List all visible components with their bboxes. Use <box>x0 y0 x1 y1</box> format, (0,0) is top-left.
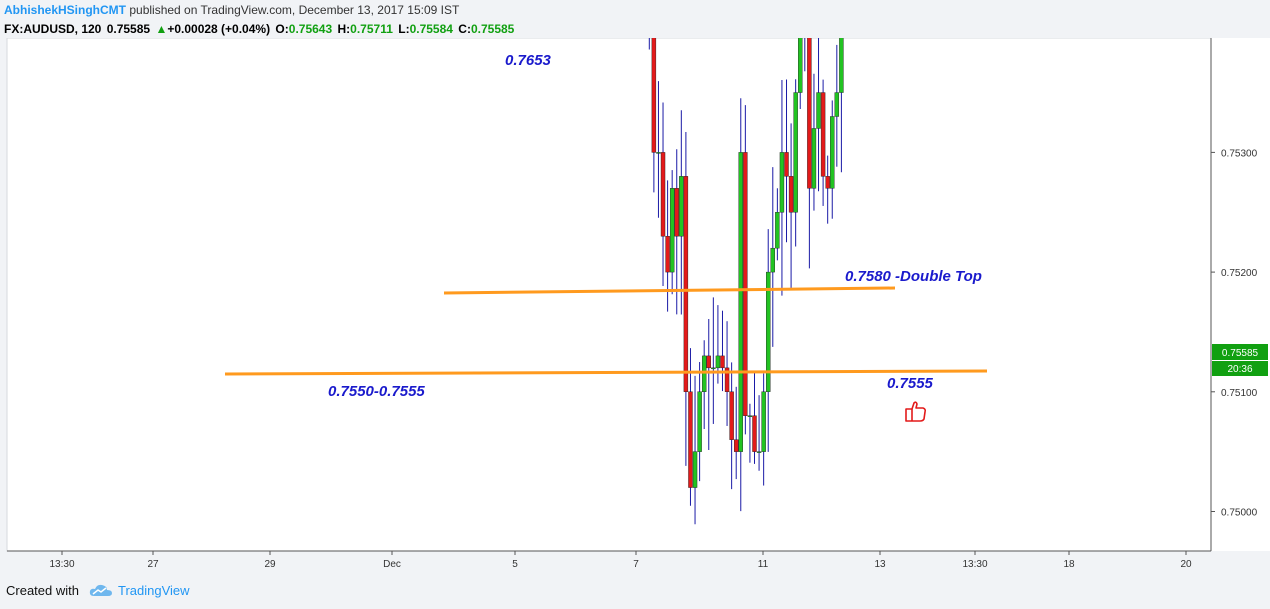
candle-body <box>793 92 798 213</box>
plot-area[interactable] <box>6 38 1212 552</box>
candle-body <box>811 128 817 189</box>
candle-body <box>766 271 771 393</box>
candle-body <box>779 152 785 213</box>
created-with-text: Created with <box>6 583 79 598</box>
candle-body <box>743 152 748 416</box>
time-tick-label: 27 <box>147 559 159 570</box>
candle-body <box>761 391 766 452</box>
candle-body <box>674 188 679 237</box>
candle-body <box>747 415 753 417</box>
close-label: C: <box>458 22 471 36</box>
price-tick-label: 0.75400 <box>1221 38 1258 40</box>
time-tick-label: 5 <box>512 559 518 570</box>
low-value: 0.75584 <box>409 22 453 36</box>
candle-body <box>820 92 826 177</box>
price-axis[interactable] <box>1211 38 1270 551</box>
annotation-support-zone: 0.7550-0.7555 <box>328 383 425 400</box>
annotation-top-price: 0.7653 <box>505 52 552 69</box>
candle-body <box>720 355 725 369</box>
price-chart[interactable]: 0.766000.765000.764000.763000.762000.761… <box>0 38 1270 578</box>
time-tick-label: 18 <box>1063 559 1075 570</box>
candle-body <box>752 415 757 452</box>
candle-body <box>825 176 830 189</box>
candle-body <box>679 176 684 237</box>
price-tick-label: 0.75000 <box>1221 508 1258 519</box>
candle-body <box>665 235 670 273</box>
symbol-ohlc-legend: FX:AUDUSD, 120 0.75585 ▲+0.00028 (+0.04%… <box>4 22 514 36</box>
countdown-label: 20:36 <box>1227 364 1252 375</box>
candle-body <box>738 152 743 452</box>
last-price: 0.75585 <box>106 22 151 36</box>
high-value: 0.75711 <box>350 22 393 36</box>
candle-body <box>651 38 657 153</box>
candle-body <box>688 391 693 488</box>
candle-body <box>839 38 844 93</box>
high-label: H: <box>337 22 351 36</box>
time-tick-label: 11 <box>758 559 769 570</box>
thumbs-up-icon <box>905 401 927 422</box>
candle-body <box>770 247 775 273</box>
current-price-label: 0.75585 <box>1222 348 1259 359</box>
candle-body <box>656 152 661 154</box>
candle-body <box>715 355 721 369</box>
candle-body <box>706 355 711 369</box>
author-name[interactable]: AbhishekHSinghCMT <box>4 3 126 17</box>
time-tick-label: 29 <box>264 559 276 570</box>
time-tick-label: Dec <box>383 559 401 570</box>
time-tick-label: 13 <box>874 559 886 570</box>
candle-body <box>669 188 675 273</box>
price-tick-label: 0.75200 <box>1221 268 1258 279</box>
candle-body <box>775 212 780 249</box>
candle-body <box>807 38 812 189</box>
candle-body <box>701 355 707 393</box>
candle-body <box>697 391 702 452</box>
time-tick-label: 7 <box>633 559 639 570</box>
candle-body <box>798 38 803 93</box>
time-tick-label: 13:30 <box>962 559 987 570</box>
chart-publish-info: AbhishekHSinghCMT published on TradingVi… <box>4 3 459 17</box>
price-tick-label: 0.75300 <box>1221 148 1258 159</box>
footer: Created with TradingView <box>6 583 190 598</box>
price-tick-label: 0.75100 <box>1221 388 1258 399</box>
candle-body <box>830 116 835 189</box>
double-top-level-line[interactable] <box>443 286 896 295</box>
price-axis-ticks: 0.766000.765000.764000.763000.762000.761… <box>1211 38 1258 519</box>
candle-body <box>816 92 821 129</box>
up-arrow-icon: ▲ <box>155 22 168 36</box>
candle-body <box>734 439 739 452</box>
current-price-tag <box>1212 344 1268 360</box>
time-axis-ticks: 13:30 27 29 Dec 5 7 11 13 13:30 18 20 <box>49 551 1192 570</box>
candle-body <box>784 152 789 177</box>
candle-body <box>788 176 794 213</box>
candle-body <box>683 176 689 393</box>
symbol-label[interactable]: FX:AUDUSD, 120 <box>4 22 102 36</box>
support-level-line[interactable] <box>224 369 988 376</box>
tradingview-link[interactable]: TradingView <box>118 583 190 598</box>
annotation-support-level: 0.7555 <box>887 375 934 392</box>
open-value: 0.75643 <box>288 22 333 36</box>
time-tick-label: 13:30 <box>49 559 74 570</box>
candle-body <box>756 451 762 453</box>
candle-body <box>729 391 734 440</box>
candlestick-series <box>648 38 844 525</box>
tradingview-cloud-icon <box>89 584 112 596</box>
price-change: +0.00028 (+0.04%) <box>167 22 271 36</box>
candle-body <box>692 451 698 488</box>
low-label: L: <box>398 22 410 36</box>
open-label: O: <box>275 22 289 36</box>
close-value: 0.75585 <box>470 22 515 36</box>
candle-body <box>660 152 666 237</box>
candle-body <box>834 92 840 117</box>
candle-body <box>711 367 716 370</box>
annotation-double-top: 0.7580 -Double Top <box>845 268 982 285</box>
countdown-tag <box>1212 361 1268 376</box>
time-tick-label: 20 <box>1180 559 1192 570</box>
published-text: published on TradingView.com, December 1… <box>129 3 460 17</box>
candle-body <box>724 367 730 392</box>
